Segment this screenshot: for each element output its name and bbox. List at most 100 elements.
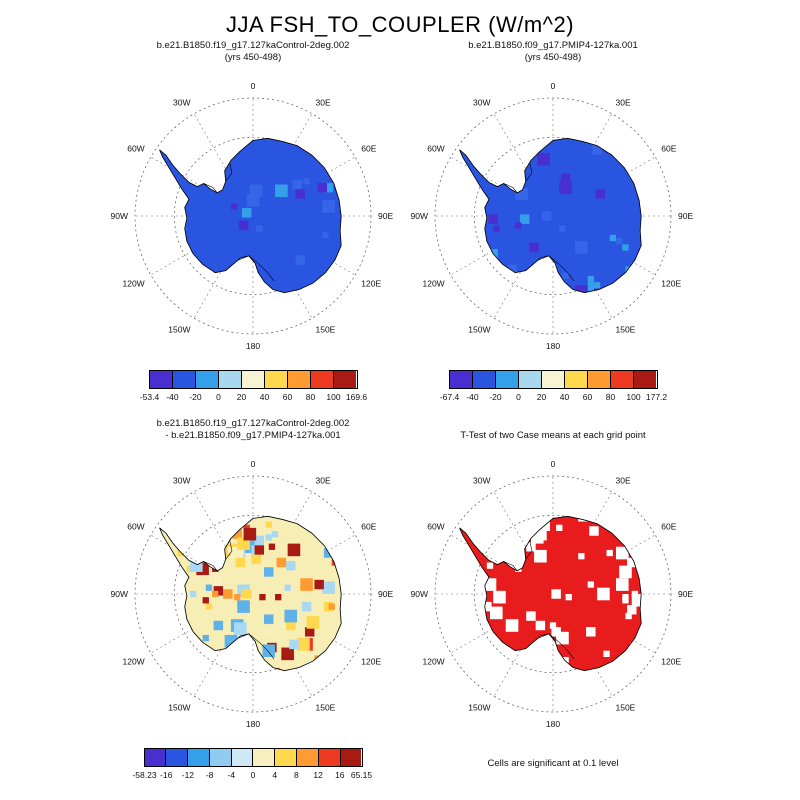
longitude-label: 60W <box>127 522 144 532</box>
ice-shelf-contour <box>225 163 233 182</box>
longitude-label: 150W <box>168 702 190 712</box>
longitude-label: 90E <box>378 211 393 221</box>
colorbar-box <box>195 371 219 388</box>
colorbar-box <box>565 371 589 388</box>
panel-title-line2: T-Test of two Case means at each grid po… <box>460 430 646 441</box>
ice-shelf-contour <box>238 255 249 261</box>
longitude-label: 30E <box>316 98 331 108</box>
ice-shelf-contour <box>248 633 275 660</box>
colorbar-box <box>253 749 276 766</box>
antarctica-landmass <box>459 137 642 294</box>
colorbar-difference: -58.23 -16 -12 -8 -4 0 4 8 12 16 65.15 <box>103 748 403 780</box>
colorbar-tick-label: -53.4 <box>139 392 160 402</box>
longitude-label: 30E <box>316 476 331 486</box>
longitude-label: 90E <box>678 211 693 221</box>
colorbar-tick-label: 65.15 <box>350 770 373 780</box>
panel-ttest: T-Test of two Case means at each grid po… <box>403 418 703 769</box>
polar-map-control: 0 30E 60E 90E 120E 150E 180 150W 120W 90W 60W 30W <box>111 81 394 351</box>
colorbar-tick-label: -58.23 <box>132 770 157 780</box>
colorbar-tick-label: -40 <box>166 392 179 402</box>
colorbar-tick-label: 12 <box>313 770 323 780</box>
colorbar-box <box>275 749 298 766</box>
grid-parallel <box>134 475 372 713</box>
longitude-label: 180 <box>546 719 560 729</box>
ice-shelf-contour <box>525 163 533 182</box>
page-title: JJA FSH_TO_COUPLER (W/m^2) <box>225 12 575 37</box>
colorbar-box <box>231 749 254 766</box>
colorbar-box <box>472 371 496 388</box>
longitude-label: 90E <box>378 589 393 599</box>
panel-title-line1: b.e21.B1850.f09_g17.PMIP4-127ka.001 <box>468 40 638 51</box>
ice-shelf-contour <box>238 633 249 639</box>
panel-control: b.e21.B1850.f19_g17.127kaControl-2deg.00… <box>103 40 403 402</box>
colorbar-tick-label: 4 <box>272 770 278 780</box>
colorbar-boxes <box>448 370 658 389</box>
panel-difference: b.e21.B1850.f19_g17.127kaControl-2deg.00… <box>103 418 403 780</box>
colorbar-box <box>149 371 173 388</box>
colorbar-tick-label: 60 <box>582 392 593 402</box>
colorbar-tick-label: -67.4 <box>439 392 460 402</box>
longitude-label: 120W <box>122 279 144 289</box>
colorbar-tick-labels: -53.4 -40 -20 0 20 40 60 80 100 169.6 <box>140 392 367 402</box>
colorbar-tick-labels: -67.4 -40 -20 0 20 40 60 80 100 177.2 <box>440 392 667 402</box>
coastline <box>159 137 342 294</box>
colorbar-tick-label: -40 <box>466 392 479 402</box>
longitude-label: 90W <box>411 589 428 599</box>
longitude-label: 150W <box>168 324 190 334</box>
colorbar-tick-label: -12 <box>181 770 195 780</box>
longitude-label: 30W <box>173 476 190 486</box>
colorbar-box <box>188 749 210 766</box>
colorbar-tick-label: 20 <box>536 392 547 402</box>
longitude-label: 60E <box>361 522 376 532</box>
longitude-label: 120W <box>122 657 144 667</box>
ice-shelf-contour <box>225 541 233 560</box>
panel-title-line2: (yrs 450-498) <box>524 52 582 63</box>
longitude-label: 60E <box>661 144 676 154</box>
colorbar-tick-label: 0 <box>216 392 221 402</box>
colorbar-tick-label: 0 <box>516 392 521 402</box>
longitude-label: 150E <box>616 702 636 712</box>
longitude-label: 0 <box>251 81 256 91</box>
grid-parallel <box>134 97 372 335</box>
longitude-label: 60W <box>427 144 444 154</box>
ice-shelf-contour <box>203 183 218 194</box>
longitude-label: 120W <box>422 279 444 289</box>
colorbar-box <box>209 749 232 766</box>
longitude-label: 60W <box>127 144 144 154</box>
colorbar-tick-label: 80 <box>305 392 316 402</box>
longitude-label: 150W <box>468 702 490 712</box>
longitude-label: 30E <box>616 476 631 486</box>
colorbar-tick-labels: -58.23 -16 -12 -8 -4 0 4 8 12 16 65.15 <box>132 770 372 780</box>
ice-shelf-contour <box>503 561 518 572</box>
colorbar-tick-label: -20 <box>489 392 502 402</box>
panel-title-line2: (yrs 450-498) <box>224 52 282 63</box>
colorbar-tick-label: 8 <box>294 770 299 780</box>
polar-map-pmip4: 0 30E 60E 90E 120E 150E 180 150W 120W 90W 60W 30W <box>411 81 694 351</box>
longitude-label: 150E <box>316 702 336 712</box>
colorbar-box <box>634 371 657 388</box>
ice-shelf-contour <box>548 255 575 282</box>
antarctica-landmass <box>459 515 642 672</box>
longitude-label: 120W <box>422 657 444 667</box>
longitude-label: 90W <box>111 211 128 221</box>
panel-title-line1 <box>403 418 703 430</box>
colorbar-tick-label: 100 <box>626 392 641 402</box>
colorbar-box <box>318 749 341 766</box>
colorbar-box <box>518 371 542 388</box>
colorbar-tick-label: 40 <box>559 392 570 402</box>
colorbar-tick-label: -20 <box>189 392 202 402</box>
coastline <box>459 137 642 294</box>
longitude-label: 150E <box>616 324 636 334</box>
longitude-label: 0 <box>551 81 556 91</box>
longitude-label: 180 <box>546 341 560 351</box>
colorbar-boxes <box>143 748 363 767</box>
longitude-label: 90W <box>411 211 428 221</box>
colorbar-tick-label: 40 <box>259 392 270 402</box>
colorbar-tick-label: 169.6 <box>345 392 368 402</box>
ice-shelf-contour <box>503 183 518 194</box>
colorbar-box <box>334 371 357 388</box>
ice-shelf-contour <box>548 633 575 660</box>
longitude-label: 30W <box>473 476 490 486</box>
colorbar-box <box>588 371 612 388</box>
panel-pmip4: b.e21.B1850.f09_g17.PMIP4-127ka.001 (yrs… <box>403 40 703 402</box>
